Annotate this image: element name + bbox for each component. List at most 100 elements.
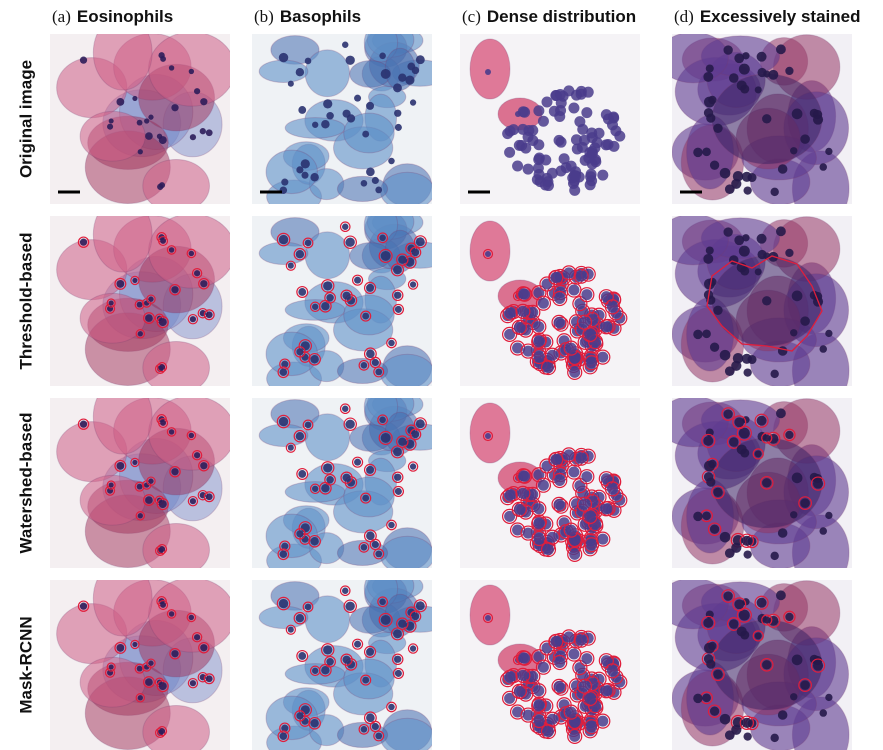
nucleus: [693, 148, 702, 157]
nucleus: [569, 534, 580, 545]
nucleus: [169, 611, 174, 616]
nucleus: [819, 709, 827, 717]
nucleus: [739, 428, 750, 439]
cell: [80, 475, 145, 525]
nucleus: [512, 160, 523, 171]
nucleus: [394, 110, 401, 117]
nucleus: [770, 370, 778, 378]
nucleus: [159, 364, 165, 370]
nucleus: [169, 429, 174, 434]
nucleus: [770, 188, 778, 196]
image-tile: [658, 32, 852, 226]
nucleus: [517, 670, 528, 681]
nucleus: [723, 409, 732, 418]
nucleus: [706, 246, 714, 254]
nucleus: [366, 532, 375, 541]
nucleus: [137, 484, 143, 490]
nucleus: [395, 306, 402, 313]
nucleus: [138, 149, 143, 154]
nucleus: [379, 52, 386, 59]
nucleus: [755, 450, 762, 457]
nucleus: [778, 528, 788, 538]
nucleus: [725, 730, 735, 740]
nucleus: [734, 417, 744, 427]
nucleus: [312, 486, 318, 492]
nucleus: [742, 718, 752, 728]
nucleus: [366, 648, 374, 656]
nucleus: [159, 546, 165, 552]
row-label: Original image: [16, 60, 35, 178]
nucleus: [296, 68, 304, 76]
nucleus: [550, 90, 561, 101]
nucleus: [790, 693, 797, 700]
nucleus: [194, 634, 200, 640]
nucleus: [569, 352, 580, 363]
nucleus: [346, 420, 355, 429]
nucleus: [148, 115, 153, 120]
row-label: Mask-RCNN: [16, 616, 35, 713]
nucleus: [776, 590, 786, 600]
nucleus: [398, 438, 406, 446]
nucleus: [523, 164, 534, 175]
nucleus: [770, 734, 778, 742]
nucleus: [343, 656, 351, 664]
nucleus: [734, 599, 744, 609]
nucleus: [393, 447, 402, 456]
nucleus: [710, 343, 719, 352]
nucleus: [326, 658, 334, 666]
nucleus: [505, 126, 516, 137]
nucleus: [813, 115, 823, 125]
nucleus: [298, 470, 306, 478]
nucleus: [563, 631, 574, 642]
nucleus: [581, 653, 592, 664]
nucleus: [326, 112, 334, 120]
nucleus: [554, 475, 565, 486]
nucleus: [342, 587, 348, 593]
image-tile: [50, 15, 235, 212]
nucleus: [145, 496, 153, 504]
nucleus: [189, 251, 194, 256]
nucleus: [159, 182, 165, 188]
nucleus: [706, 478, 715, 487]
nucleus: [145, 678, 153, 686]
nucleus: [366, 168, 375, 177]
nucleus: [395, 124, 402, 131]
nucleus: [372, 359, 379, 366]
nucleus: [597, 170, 608, 181]
column-header: (c)Dense distribution: [462, 7, 636, 26]
nucleus: [346, 56, 355, 65]
row-label: Watershed-based: [16, 412, 35, 553]
nucleus: [734, 53, 744, 63]
nucleus: [132, 460, 137, 465]
nucleus: [310, 537, 318, 545]
nucleus: [366, 714, 375, 723]
nucleus: [729, 619, 739, 629]
nucleus: [725, 548, 735, 558]
nucleus: [541, 97, 552, 108]
nucleus: [704, 97, 715, 108]
nucleus: [109, 301, 114, 306]
nucleus: [375, 369, 382, 376]
nucleus: [538, 298, 549, 309]
nucleus: [200, 462, 207, 469]
nucleus: [412, 67, 419, 74]
cell: [93, 197, 152, 272]
nucleus: [569, 170, 580, 181]
column-letter: (a): [52, 7, 71, 26]
nucleus: [534, 715, 545, 726]
nucleus: [116, 98, 124, 106]
nucleus: [288, 627, 294, 633]
nucleus: [710, 707, 719, 716]
nucleus: [543, 362, 554, 373]
nucleus: [729, 437, 739, 447]
nucleus: [566, 525, 577, 536]
nucleus: [504, 147, 515, 158]
nucleus: [505, 672, 516, 683]
nucleus: [395, 670, 402, 677]
nucleus: [574, 662, 585, 673]
nucleus: [312, 122, 318, 128]
column-header: (b)Basophils: [254, 7, 361, 26]
nucleus: [485, 615, 491, 621]
nucleus: [586, 357, 597, 368]
nucleus: [171, 650, 178, 657]
